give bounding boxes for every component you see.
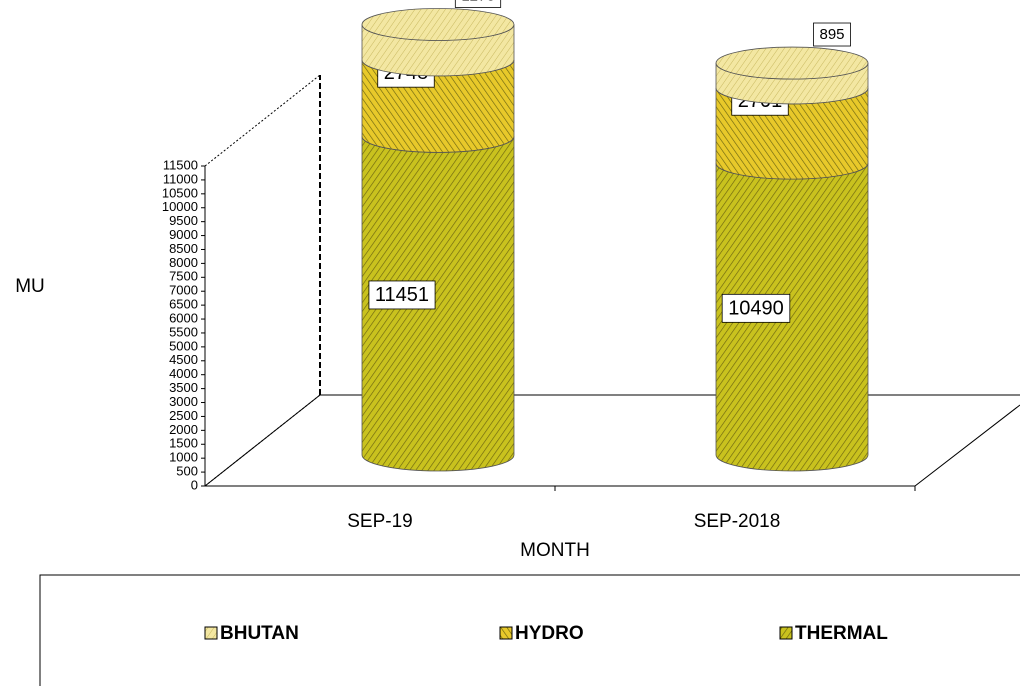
x-tick-label: SEP-19 (347, 511, 412, 532)
y-tick-label: 8000 (169, 255, 198, 270)
value-label: 11451 (375, 284, 429, 306)
y-tick-label: 9500 (169, 213, 198, 228)
value-label-box (454, 0, 502, 8)
cylinder-top (361, 8, 515, 41)
y-axis-label: MU (15, 276, 45, 297)
legend-label: HYDRO (515, 623, 584, 644)
floor (204, 394, 1020, 487)
value-label: 1273 (461, 0, 494, 4)
legend-box (39, 574, 1020, 686)
y-tick-label: 11500 (163, 157, 198, 172)
x-tick-label: SEP-2018 (694, 511, 781, 532)
y-tick-label: 8500 (169, 241, 198, 256)
y-tick-label: 2500 (169, 408, 198, 423)
value-label-box (813, 22, 851, 47)
side-wall-bottom (204, 394, 321, 487)
y-tick-label: 4500 (169, 352, 198, 367)
legend-swatch (779, 626, 793, 640)
legend-swatch (499, 626, 513, 640)
y-tick-label: 3000 (169, 394, 198, 409)
cylinder-top (715, 46, 869, 80)
y-tick-label: 11000 (163, 171, 198, 186)
y-tick-label: 10500 (162, 185, 198, 200)
y-tick-label: 9000 (169, 227, 198, 242)
value-label: 10490 (728, 297, 784, 319)
value-label-box (368, 280, 436, 310)
value-label: 895 (819, 26, 844, 43)
value-label-box (721, 293, 791, 323)
legend-label: BHUTAN (220, 623, 299, 644)
y-tick-label: 0 (191, 477, 198, 492)
y-tick-label: 500 (176, 464, 198, 479)
y-tick-label: 7000 (169, 283, 198, 298)
y-tick-label: 4000 (169, 366, 198, 381)
y-tick-label: 3500 (169, 380, 198, 395)
y-tick-label: 7500 (169, 269, 198, 284)
y-tick-label: 5500 (169, 324, 198, 339)
y-tick-label: 1000 (169, 450, 198, 465)
y-tick-label: 6000 (169, 310, 198, 325)
legend-swatch (204, 626, 218, 640)
side-wall-top (204, 74, 321, 167)
y-tick-label: 5000 (169, 338, 198, 353)
y-tick-label: 6500 (169, 297, 198, 312)
y-tick-label: 2000 (169, 422, 198, 437)
y-tick-label: 1500 (169, 436, 198, 451)
legend-label: THERMAL (795, 623, 888, 644)
x-axis-label: MONTH (520, 540, 590, 561)
y-tick-label: 10000 (162, 199, 198, 214)
